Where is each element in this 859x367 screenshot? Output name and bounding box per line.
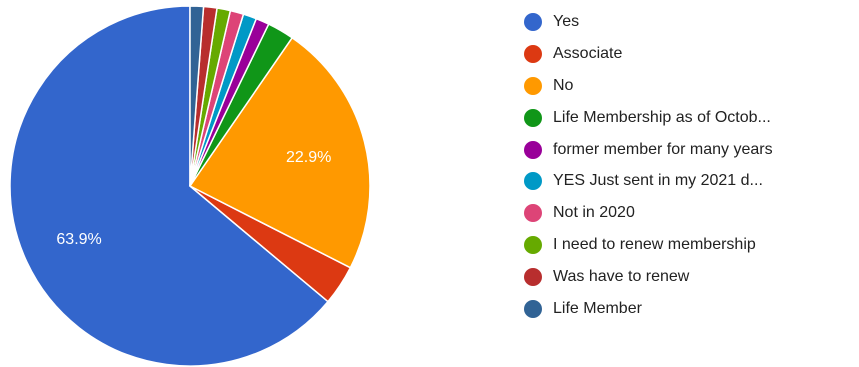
- legend-item-6: Not in 2020: [524, 197, 773, 229]
- legend-swatch-3: [524, 108, 542, 127]
- legend-swatch-4: [524, 140, 542, 159]
- legend-item-8: Was have to renew: [524, 261, 773, 293]
- legend-item-3: Life Membership as of Octob...: [524, 102, 773, 134]
- legend-item-1: Associate: [524, 38, 773, 70]
- legend-swatch-9: [524, 299, 542, 318]
- legend-label-1: Associate: [553, 44, 623, 62]
- legend-swatch-7: [524, 236, 542, 255]
- slice-data-label-2: 22.9%: [286, 149, 331, 166]
- legend-label-0: Yes: [553, 12, 580, 30]
- pie-slice-9: [189, 5, 205, 187]
- legend-label-9: Life Member: [553, 299, 642, 317]
- legend: Yes Associate No Life Membership as of Octo…: [524, 6, 773, 325]
- legend-label-4: former member for many years: [553, 140, 773, 158]
- legend-label-5: YES Just sent in my 2021 d...: [553, 172, 763, 190]
- legend-label-2: No: [553, 76, 574, 94]
- legend-item-5: YES Just sent in my 2021 d...: [524, 165, 773, 197]
- legend-label-8: Was have to renew: [553, 268, 690, 286]
- legend-swatch-0: [524, 12, 542, 31]
- legend-label-6: Not in 2020: [553, 204, 635, 222]
- legend-swatch-6: [524, 204, 542, 223]
- pie-slice-0: [9, 5, 330, 367]
- legend-label-7: I need to renew membership: [553, 236, 756, 254]
- legend-item-2: No: [524, 70, 773, 102]
- pie-chart: 63.9% 22.9%: [9, 5, 371, 367]
- legend-swatch-1: [524, 44, 542, 63]
- legend-item-0: Yes: [524, 6, 773, 38]
- slice-data-label-0: 63.9%: [56, 231, 101, 248]
- legend-item-4: former member for many years: [524, 134, 773, 166]
- legend-item-9: Life Member: [524, 293, 773, 325]
- legend-swatch-8: [524, 268, 542, 287]
- legend-item-7: I need to renew membership: [524, 229, 773, 261]
- pie-slice-2: [188, 36, 371, 269]
- legend-swatch-2: [524, 76, 542, 95]
- legend-swatch-5: [524, 172, 542, 191]
- legend-label-3: Life Membership as of Octob...: [553, 108, 771, 126]
